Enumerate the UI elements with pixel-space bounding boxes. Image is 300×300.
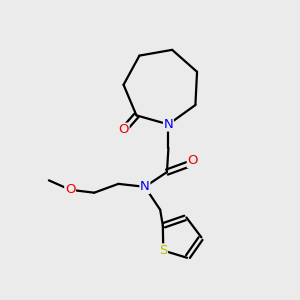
Text: O: O <box>187 154 198 167</box>
Text: S: S <box>159 244 167 257</box>
Text: N: N <box>140 180 150 193</box>
Text: N: N <box>164 118 173 131</box>
Text: O: O <box>65 183 75 196</box>
Text: O: O <box>118 123 129 136</box>
